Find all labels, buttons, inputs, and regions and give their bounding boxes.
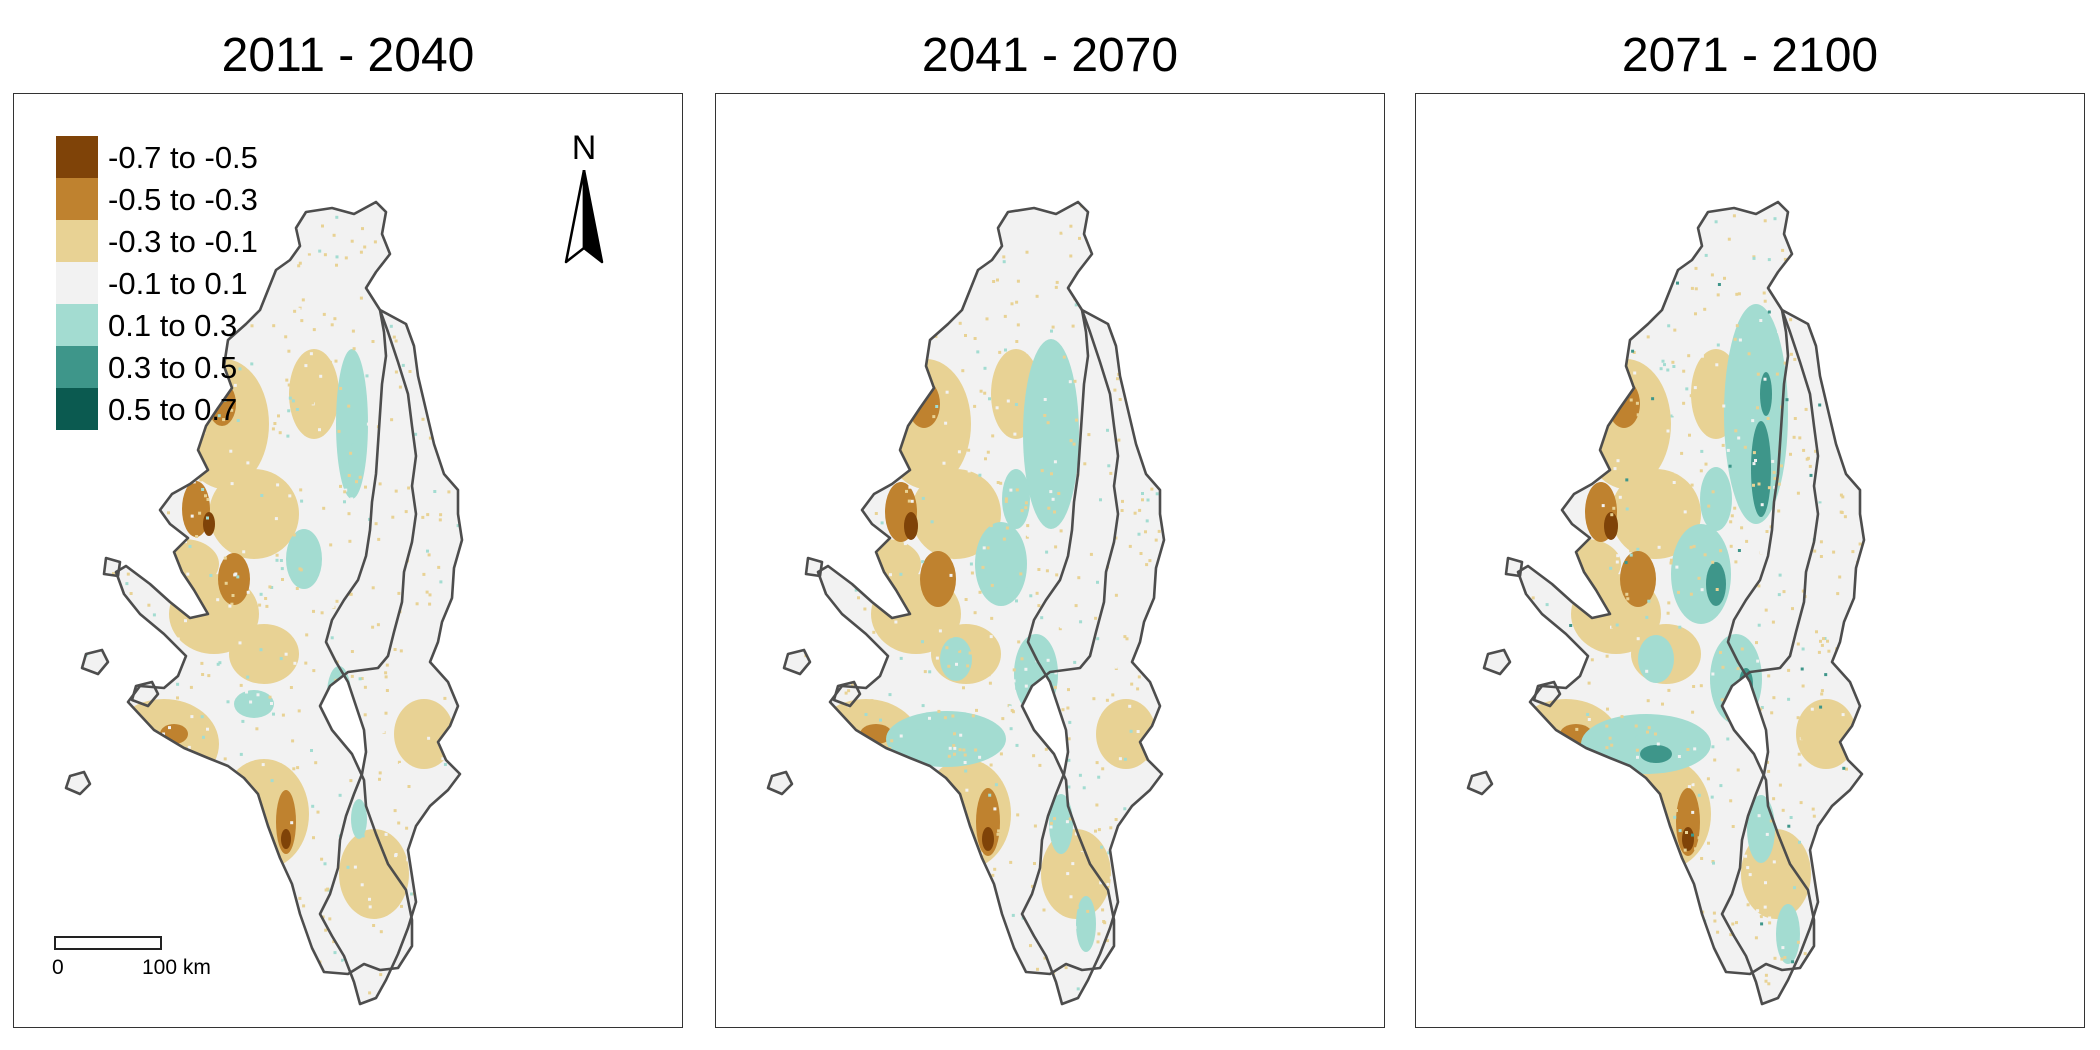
class-zone (336, 349, 368, 499)
class-zone (218, 553, 250, 605)
legend-label: -0.1 to 0.1 (108, 266, 248, 301)
class-zone (1776, 904, 1800, 964)
legend-label: 0.1 to 0.3 (108, 308, 238, 343)
region-outline (1532, 680, 1562, 708)
region-outline (130, 680, 160, 708)
class-zone (351, 799, 367, 839)
class-zone (1611, 469, 1701, 559)
class-zone (1076, 896, 1096, 952)
class-zone (1049, 794, 1073, 854)
legend-label: 0.3 to 0.5 (108, 350, 238, 385)
region-outline (1516, 200, 1820, 976)
north-arrow-icon (564, 170, 604, 264)
class-zone (1620, 551, 1656, 607)
map-panel-3 (1415, 93, 2085, 1028)
legend-swatch (56, 346, 98, 388)
scale-bar-graphic (54, 936, 162, 950)
region-outline (114, 200, 418, 976)
region-outline (832, 680, 862, 708)
class-zone (286, 529, 322, 589)
legend-swatch (56, 304, 98, 346)
class-zone (1682, 827, 1694, 851)
map-panel-2 (715, 93, 1385, 1028)
class-zone (975, 522, 1027, 606)
region-outline (1720, 308, 1866, 1006)
panel-title-3: 2071 - 2100 (1621, 29, 1879, 82)
region-outline (804, 556, 824, 578)
class-zone (182, 481, 210, 537)
legend-label: -0.5 to -0.3 (108, 182, 258, 217)
class-zone (911, 469, 1001, 559)
region-outline (782, 648, 812, 676)
region-outline (64, 770, 92, 796)
class-zone (109, 699, 219, 789)
scale-bar: 0 100 km (52, 936, 254, 1006)
class-zone (920, 551, 956, 607)
class-zone (1751, 421, 1771, 517)
class-zone (1002, 469, 1030, 529)
class-zone (394, 699, 454, 769)
class-zone (1796, 699, 1856, 769)
legend-label: -0.7 to -0.5 (108, 140, 258, 175)
class-zone (203, 512, 215, 536)
class-zone (209, 469, 299, 559)
class-zone (1576, 764, 1636, 824)
region-outline (80, 648, 110, 676)
region-outline (816, 200, 1120, 976)
class-zone (289, 349, 339, 439)
class-zone (876, 764, 936, 824)
class-zone (339, 829, 409, 919)
class-zone (1724, 304, 1788, 524)
map-svg-1 (64, 200, 464, 1006)
class-zone (234, 690, 274, 718)
panel-title-1: 2011 - 2040 (221, 29, 475, 82)
region-outline (1466, 770, 1494, 796)
legend-label: 0.5 to 0.7 (108, 392, 238, 427)
panel-title-2: 2041 - 2070 (921, 29, 1179, 82)
region-outline (318, 308, 464, 1006)
north-arrow: N (559, 130, 609, 270)
region-outline (102, 556, 122, 578)
scale-end-label: 100 km (142, 956, 211, 979)
class-zone (1747, 795, 1775, 863)
class-zone (276, 790, 296, 854)
class-zone (886, 711, 1006, 767)
class-zone (940, 637, 972, 681)
class-zone (1023, 339, 1079, 529)
class-zone (1700, 467, 1732, 531)
north-arrow-label: N (571, 129, 597, 167)
class-zone (904, 512, 918, 540)
legend-swatch (56, 262, 98, 304)
map-svg-3 (1466, 200, 1866, 1006)
map-panel-1: -0.7 to -0.5 -0.5 to -0.3 -0.3 to -0.1 -… (13, 93, 683, 1028)
class-zone (1604, 512, 1618, 540)
class-zone (281, 829, 291, 849)
class-zone (1581, 714, 1711, 774)
class-zone (982, 827, 994, 851)
region-outline (766, 770, 794, 796)
class-zone (1638, 635, 1674, 683)
legend-swatch (56, 136, 98, 178)
legend-swatch (56, 220, 98, 262)
class-zone (1096, 699, 1156, 769)
map-svg-2 (766, 200, 1166, 1006)
class-zone (327, 666, 351, 722)
legend-swatch (56, 178, 98, 220)
class-zone (1706, 562, 1726, 606)
class-zone (1041, 829, 1111, 919)
legend-label: -0.3 to -0.1 (108, 224, 258, 259)
region-outline (1020, 308, 1166, 1006)
class-zone (1014, 634, 1058, 714)
class-zone (1760, 372, 1772, 416)
scale-start-label: 0 (52, 956, 64, 979)
region-outline (1482, 648, 1512, 676)
class-zone (1710, 634, 1762, 724)
class-zone (1640, 745, 1672, 763)
class-zone (174, 764, 234, 824)
region-outline (1504, 556, 1524, 578)
legend-swatch (56, 388, 98, 430)
